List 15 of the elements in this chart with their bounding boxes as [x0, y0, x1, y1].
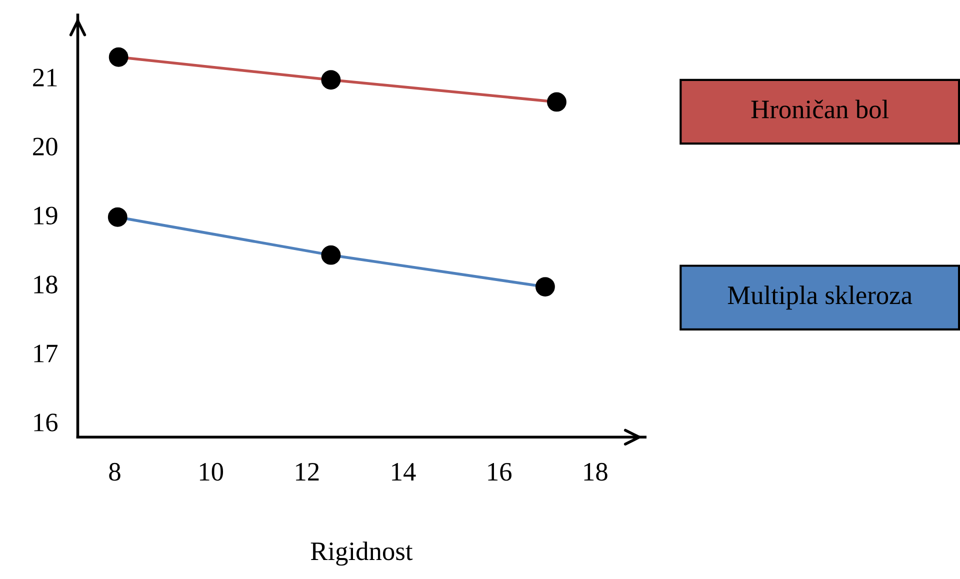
x-tick-label: 18 [584, 462, 608, 481]
y-tick-label: 19 [34, 206, 58, 224]
y-tick-label: 21 [33, 68, 57, 86]
text: Hroničan bol [751, 100, 889, 118]
y-tick-label: 16 [34, 414, 58, 432]
y-tick-label: 17 [34, 344, 58, 362]
x-tick-label: 10 [200, 462, 224, 481]
x-tick-label: 8 [109, 462, 120, 481]
y-tick-label: 20 [33, 138, 58, 156]
y-tick-label: 18 [34, 276, 58, 294]
x-axis-title: Rigidnost [310, 542, 413, 566]
x-tick-label: 14 [392, 463, 416, 480]
text: Multipla skleroza [728, 286, 912, 310]
x-tick-label: 12 [296, 462, 319, 480]
x-tick-label: 16 [488, 462, 512, 481]
